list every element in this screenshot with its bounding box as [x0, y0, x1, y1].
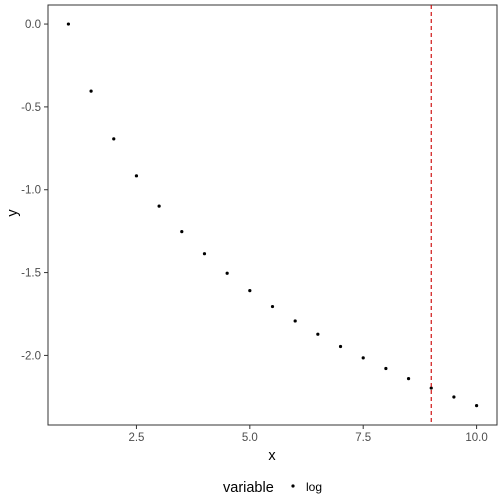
data-point: [474, 404, 479, 408]
y-tick-label: -0.5: [21, 102, 41, 114]
y-axis-title: y: [5, 209, 21, 217]
data-point: [293, 319, 297, 323]
data-point: [225, 271, 229, 275]
y-tick-label: 0.0: [25, 19, 41, 31]
data-point: [66, 22, 71, 26]
x-tick-label: 2.5: [128, 432, 144, 444]
axes: 2.5 5.0 7.5 10.0 0.0 -0.5 -1.0 -1.5 -2.0: [21, 19, 488, 444]
data-point: [248, 289, 252, 293]
x-tick-label: 10.0: [465, 432, 487, 444]
legend-label-log: log: [306, 480, 322, 494]
data-point: [180, 230, 184, 234]
data-point: [452, 395, 456, 399]
data-point: [270, 304, 275, 309]
x-tick-label: 7.5: [355, 432, 371, 444]
x-axis-title: x: [268, 448, 276, 464]
data-point: [112, 137, 116, 141]
legend: variable log: [223, 480, 322, 496]
data-point: [384, 366, 388, 371]
x-tick-label: 5.0: [242, 432, 258, 444]
y-tick-label: -1.5: [21, 268, 41, 280]
y-tick-label: -2.0: [21, 350, 41, 362]
legend-key-point: [291, 484, 295, 488]
data-point: [361, 356, 365, 360]
data-point: [316, 332, 320, 336]
plot-panel: [47, 4, 498, 426]
data-point: [157, 204, 161, 208]
y-tick-label: -1.0: [21, 185, 41, 197]
data-point: [89, 89, 93, 93]
data-point: [406, 377, 411, 381]
data-point: [134, 174, 139, 178]
plot-marks: [66, 5, 479, 425]
data-point: [338, 344, 343, 349]
data-point: [202, 252, 207, 256]
legend-title: variable: [223, 480, 274, 496]
data-point: [429, 386, 433, 390]
